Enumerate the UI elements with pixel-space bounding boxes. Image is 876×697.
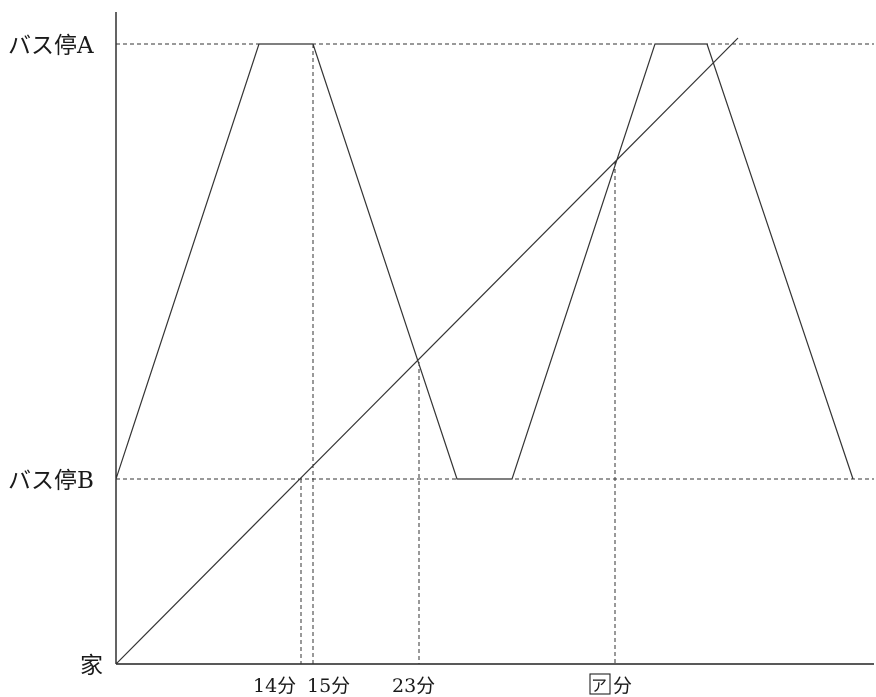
answer-blank-unit: 分 xyxy=(613,675,632,697)
tick-label-15min: 15分 xyxy=(307,675,350,697)
tick-label-23min: 23分 xyxy=(392,675,435,697)
walker-trajectory-line xyxy=(115,37,739,665)
bus-trajectory-line xyxy=(115,43,854,480)
answer-blank-symbol: ア xyxy=(591,676,607,695)
label-bus-stop-b: バス停B xyxy=(8,468,94,494)
label-home: 家 xyxy=(80,653,103,679)
label-bus-stop-a: バス停A xyxy=(8,33,94,59)
tick-label-14min: 14分 xyxy=(253,675,296,697)
answer-blank-box xyxy=(589,673,611,695)
